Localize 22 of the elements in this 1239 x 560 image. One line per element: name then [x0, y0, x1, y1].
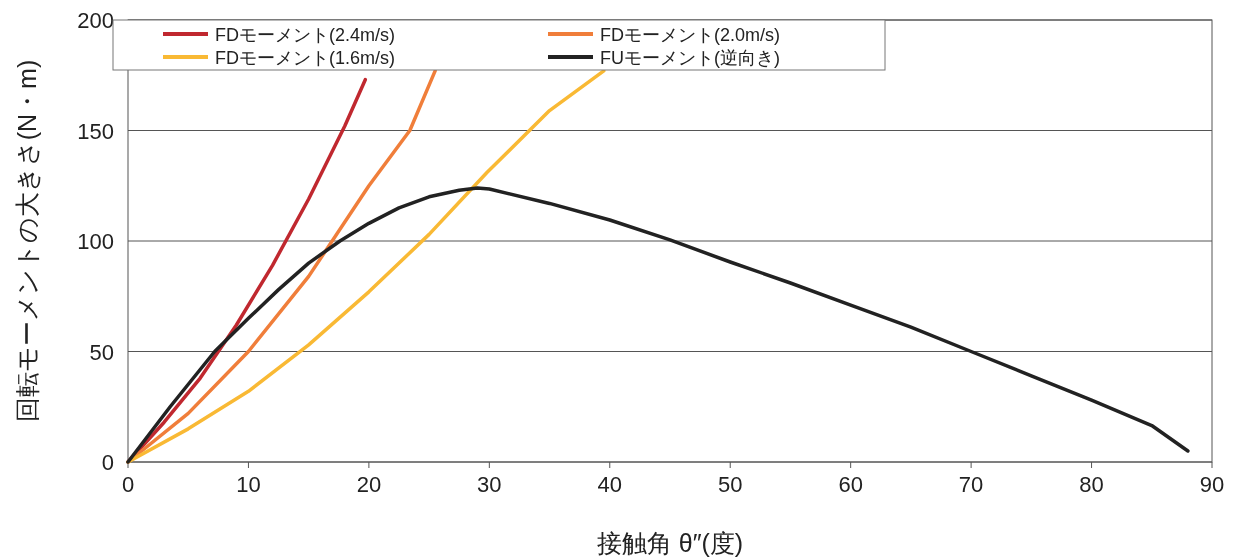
legend-label: FDモーメント(1.6m/s) [215, 48, 395, 68]
y-tick-label: 200 [77, 8, 114, 33]
x-tick-label: 30 [477, 472, 502, 497]
x-tick-label: 0 [121, 472, 135, 497]
y-tick-label: 100 [77, 229, 114, 254]
y-axis-title: 回転モーメントの大きさ(N・m) [13, 59, 41, 423]
y-tick-label: 150 [77, 118, 114, 144]
line-series [126, 186, 1190, 464]
x-tick-label: 70 [958, 472, 984, 497]
x-tick-label: 90 [1199, 472, 1225, 497]
y-tick-label: 0 [101, 450, 114, 475]
x-tick-label: 60 [838, 472, 863, 497]
y-tick-label: 50 [89, 339, 114, 365]
x-axis-title: 接触角 θ″(度) [596, 529, 744, 557]
x-tick-label: 80 [1079, 472, 1104, 497]
x-tick-label: 40 [597, 472, 623, 497]
x-tick-label: 10 [236, 472, 261, 497]
legend-label: FDモーメント(2.0m/s) [600, 25, 780, 45]
legend-label: FUモーメント(逆向き) [600, 48, 780, 68]
x-tick-label: 50 [717, 472, 743, 497]
legend-label: FDモーメント(2.4m/s) [215, 25, 395, 45]
x-tick-label: 20 [356, 472, 382, 497]
